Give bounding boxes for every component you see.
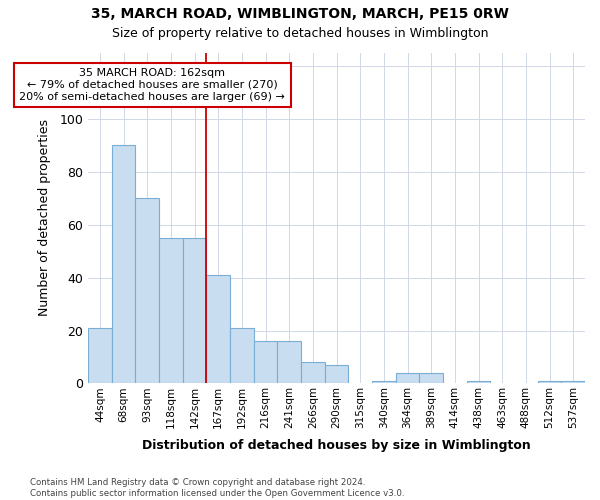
Bar <box>159 238 183 384</box>
Text: 35 MARCH ROAD: 162sqm
← 79% of detached houses are smaller (270)
20% of semi-det: 35 MARCH ROAD: 162sqm ← 79% of detached … <box>19 68 285 102</box>
Bar <box>277 341 301 384</box>
Bar <box>254 341 277 384</box>
Bar <box>372 381 396 384</box>
Text: Contains HM Land Registry data © Crown copyright and database right 2024.
Contai: Contains HM Land Registry data © Crown c… <box>30 478 404 498</box>
Bar <box>562 381 585 384</box>
Text: Size of property relative to detached houses in Wimblington: Size of property relative to detached ho… <box>112 28 488 40</box>
Bar <box>136 198 159 384</box>
Bar <box>112 145 136 384</box>
Bar <box>230 328 254 384</box>
Bar <box>396 373 419 384</box>
Bar <box>538 381 562 384</box>
Text: 35, MARCH ROAD, WIMBLINGTON, MARCH, PE15 0RW: 35, MARCH ROAD, WIMBLINGTON, MARCH, PE15… <box>91 8 509 22</box>
Bar <box>206 275 230 384</box>
Bar <box>467 381 490 384</box>
Bar <box>325 365 349 384</box>
Y-axis label: Number of detached properties: Number of detached properties <box>38 120 51 316</box>
Bar <box>419 373 443 384</box>
Bar <box>183 238 206 384</box>
Bar <box>301 362 325 384</box>
X-axis label: Distribution of detached houses by size in Wimblington: Distribution of detached houses by size … <box>142 440 531 452</box>
Bar <box>88 328 112 384</box>
